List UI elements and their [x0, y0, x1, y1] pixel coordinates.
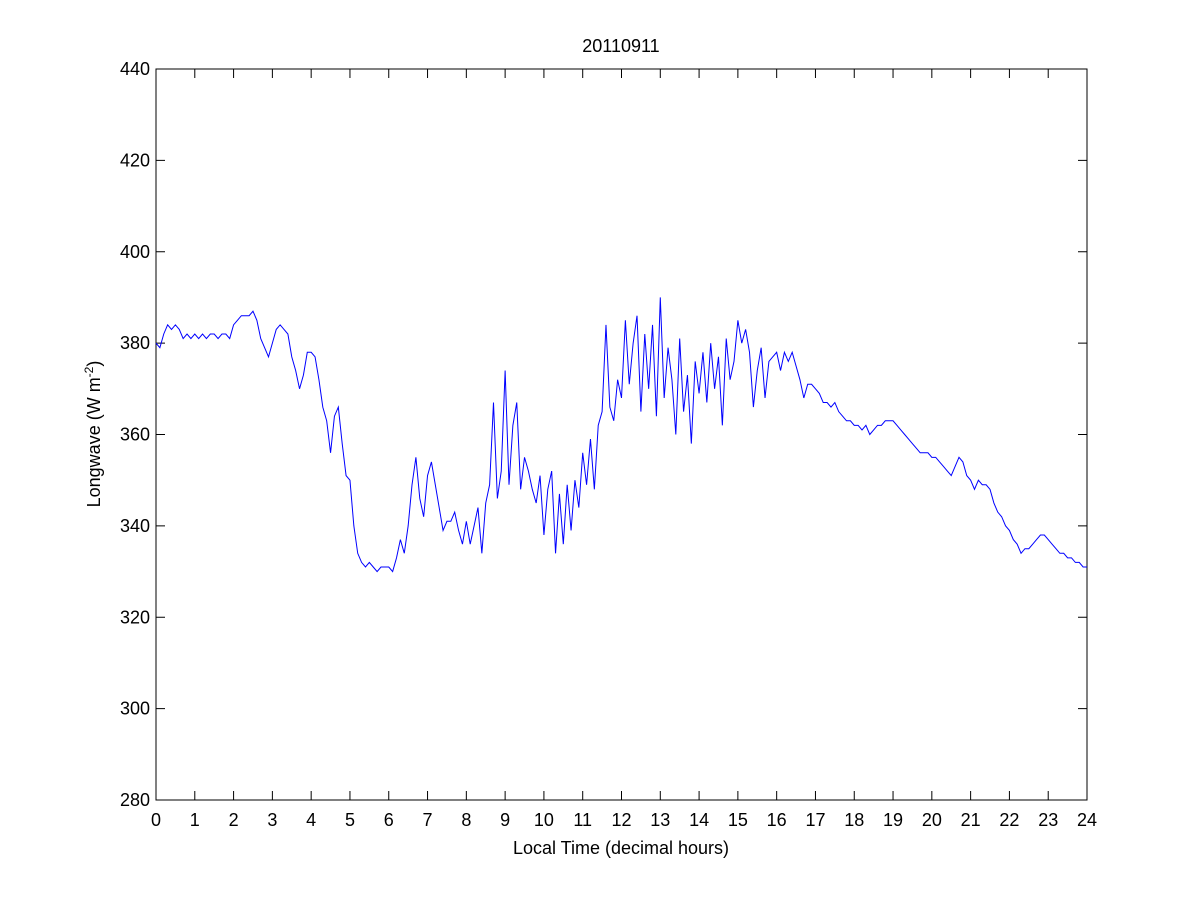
x-tick-label: 5	[345, 810, 355, 830]
y-axis-label: Longwave (W m-2)	[82, 361, 104, 508]
y-tick-label: 360	[120, 425, 150, 445]
y-axis-label-superscript: -2	[82, 366, 96, 377]
line-series	[155, 297, 1087, 573]
x-tick-label: 7	[423, 810, 433, 830]
x-tick-label: 1	[190, 810, 200, 830]
x-tick-label: 22	[999, 810, 1019, 830]
x-tick-label: 8	[461, 810, 471, 830]
y-tick-label: 340	[120, 516, 150, 536]
x-tick-label: 3	[267, 810, 277, 830]
x-tick-label: 0	[151, 810, 161, 830]
x-tick-label: 19	[883, 810, 903, 830]
chart-title: 20110911	[582, 36, 659, 56]
x-tick-label: 11	[573, 810, 592, 830]
x-tick-label: 16	[767, 810, 787, 830]
y-tick-label: 280	[120, 790, 150, 810]
x-tick-label: 2	[229, 810, 239, 830]
x-tick-label: 20	[922, 810, 942, 830]
y-tick-label: 320	[120, 607, 150, 627]
x-tick-label: 12	[611, 810, 631, 830]
x-tick-label: 15	[728, 810, 748, 830]
x-tick-label: 21	[961, 810, 981, 830]
x-tick-label: 13	[650, 810, 670, 830]
x-tick-label: 4	[306, 810, 316, 830]
x-tick-label: 18	[844, 810, 864, 830]
x-tick-label: 9	[500, 810, 510, 830]
y-tick-label: 300	[120, 699, 150, 719]
x-tick-label: 23	[1038, 810, 1058, 830]
y-axis-label-text: Longwave (W m	[84, 377, 104, 507]
y-tick-label: 380	[120, 333, 150, 353]
x-tick-label: 17	[805, 810, 825, 830]
plot-box	[155, 68, 1088, 801]
y-axis-label-suffix: )	[84, 361, 104, 367]
y-tick-label: 400	[120, 242, 150, 262]
y-tick-label: 440	[120, 59, 150, 79]
x-tick-label: 6	[384, 810, 394, 830]
x-tick-label: 10	[534, 810, 554, 830]
x-tick-label: 24	[1077, 810, 1097, 830]
y-tick-label: 420	[120, 150, 150, 170]
x-tick-label: 14	[689, 810, 709, 830]
x-axis-label: Local Time (decimal hours)	[513, 838, 729, 858]
